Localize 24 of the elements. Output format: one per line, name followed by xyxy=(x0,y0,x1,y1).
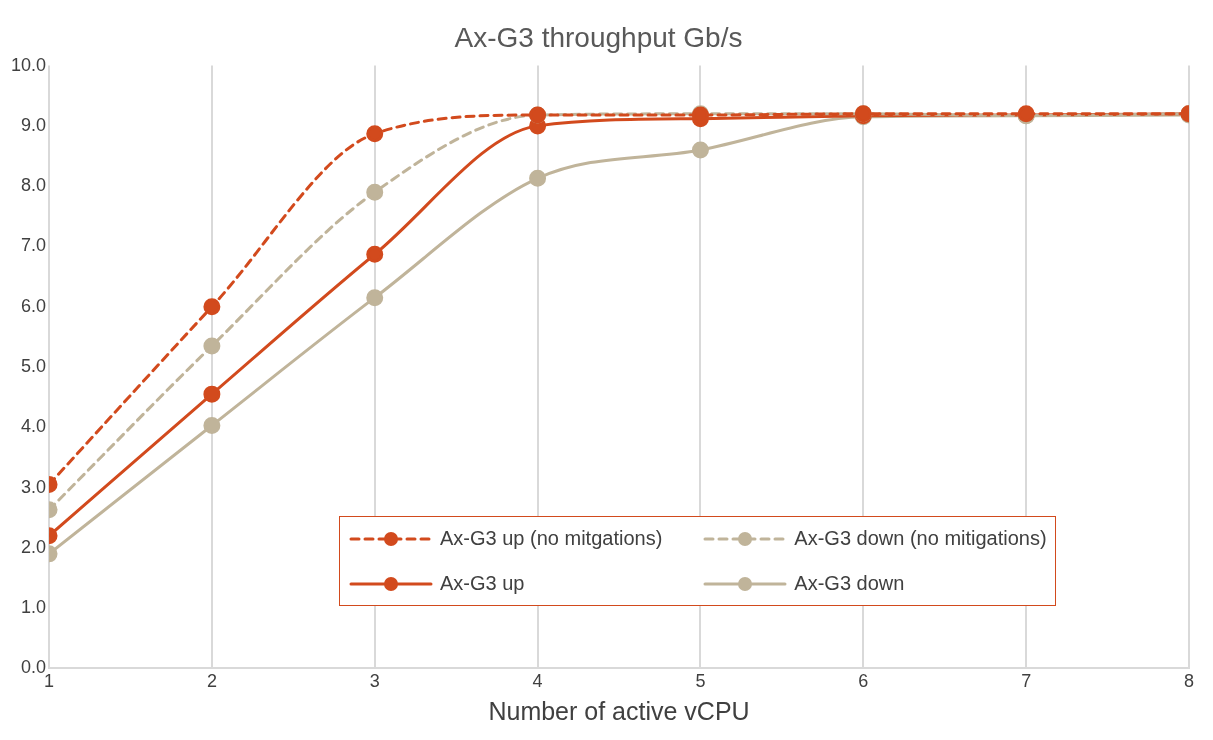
x-tick-label: 6 xyxy=(858,671,869,692)
x-tick-label: 2 xyxy=(206,671,217,692)
y-tick-label: 1.0 xyxy=(21,597,47,618)
y-tick-label: 4.0 xyxy=(21,416,47,437)
legend-label: Ax-G3 up xyxy=(440,572,525,596)
legend-label: Ax-G3 down (no mitigations) xyxy=(794,527,1047,551)
y-tick-label: 8.0 xyxy=(21,175,47,196)
x-tick-label: 5 xyxy=(695,671,706,692)
legend-label: Ax-G3 up (no mitgations) xyxy=(440,527,663,551)
x-tick-label: 4 xyxy=(532,671,543,692)
x-tick-label: 7 xyxy=(1021,671,1032,692)
y-tick-label: 5.0 xyxy=(21,355,47,376)
x-axis-title: Number of active vCPU xyxy=(488,696,750,725)
y-tick-label: 7.0 xyxy=(21,235,47,256)
y-tick-label: 3.0 xyxy=(21,476,47,497)
legend-label: Ax-G3 down xyxy=(794,572,905,596)
x-tick-label: 1 xyxy=(44,671,55,692)
x-tick-label: 3 xyxy=(369,671,380,692)
y-tick-label: 6.0 xyxy=(21,295,47,316)
y-tick-label: 2.0 xyxy=(21,536,47,557)
chart-title: Ax-G3 throughput Gb/s xyxy=(454,21,743,53)
y-tick-label: 9.0 xyxy=(21,114,47,135)
x-tick-label: 8 xyxy=(1183,671,1195,692)
y-tick-label: 10.0 xyxy=(10,54,47,75)
